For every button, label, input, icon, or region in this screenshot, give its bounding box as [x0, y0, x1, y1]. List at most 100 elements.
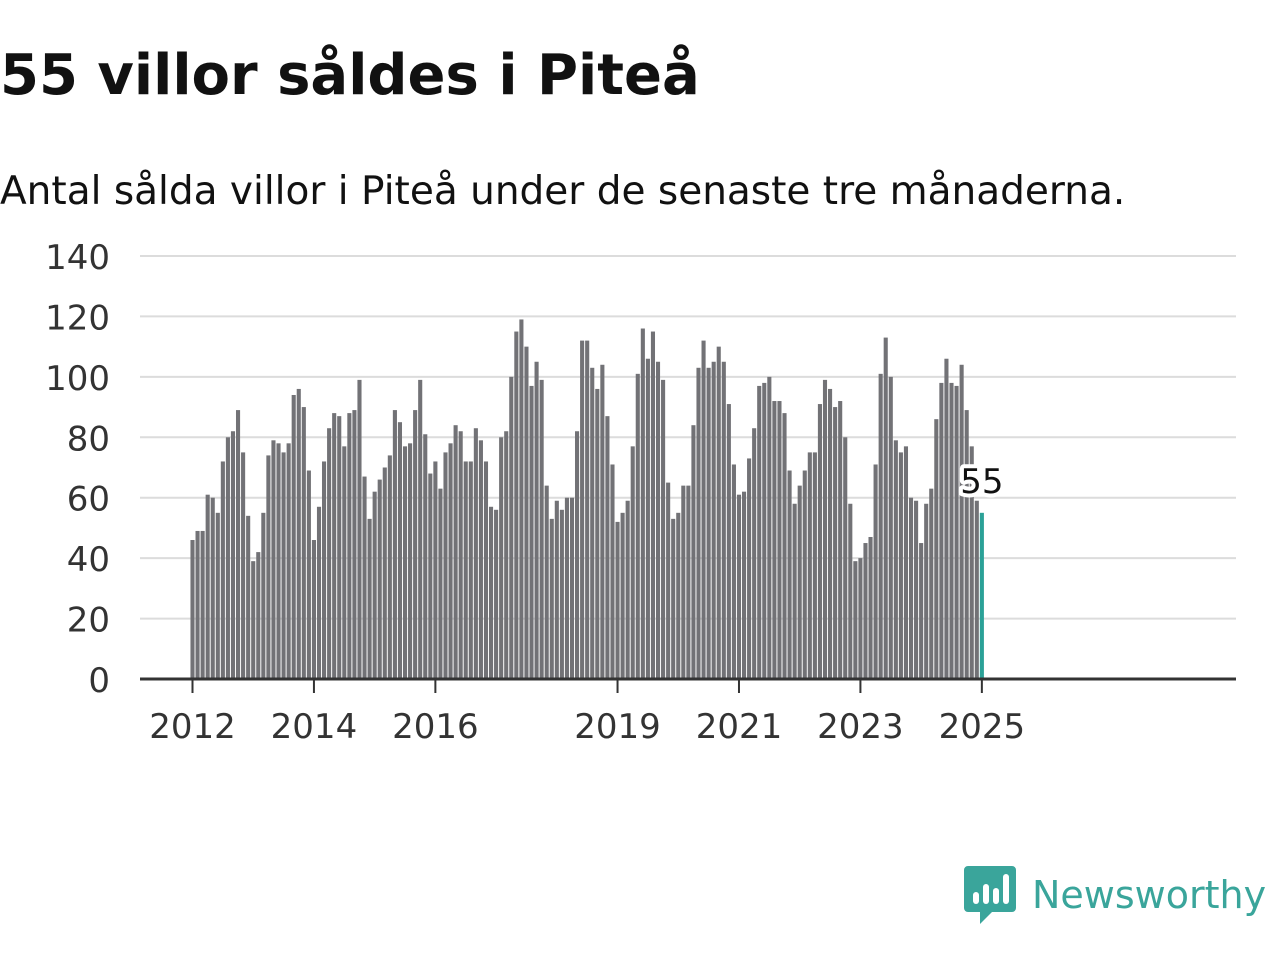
bar	[266, 455, 271, 679]
bar	[463, 461, 468, 679]
bar	[241, 452, 246, 679]
chart-subtitle: Antal sålda villor i Piteå under de sena…	[0, 169, 1126, 214]
x-tick-label: 2025	[939, 707, 1026, 747]
bar	[478, 440, 483, 679]
bar	[772, 401, 777, 679]
bar	[220, 461, 225, 679]
bar	[564, 497, 569, 679]
bar	[413, 410, 418, 679]
bar	[539, 379, 544, 679]
bar	[701, 340, 706, 679]
y-tick-label: 100	[45, 359, 110, 399]
bar	[873, 464, 878, 679]
bar	[210, 497, 215, 679]
bar	[246, 515, 251, 679]
bar	[286, 443, 291, 679]
y-tick-label: 20	[67, 601, 110, 641]
bar	[473, 428, 478, 679]
bar	[959, 364, 964, 679]
x-tick-label: 2023	[817, 707, 904, 747]
bar	[569, 497, 575, 679]
bar	[382, 467, 387, 679]
bar	[256, 552, 261, 679]
bar	[878, 373, 883, 679]
y-tick-label: 80	[67, 419, 110, 459]
highlight-value-label-halo: 55	[960, 462, 1003, 502]
bar	[468, 461, 473, 679]
bar	[585, 340, 590, 679]
bar	[453, 425, 458, 679]
bar	[235, 410, 241, 679]
bar	[306, 470, 311, 679]
bar	[974, 500, 979, 679]
bar	[666, 482, 671, 679]
bar	[716, 346, 721, 679]
bar	[767, 376, 772, 679]
bar	[610, 464, 615, 679]
bar	[347, 413, 352, 679]
bar	[281, 452, 286, 679]
bar	[595, 388, 600, 679]
bar	[504, 431, 509, 679]
brand-logo: Newsworthy	[964, 864, 1266, 926]
bar	[397, 422, 403, 679]
bar	[372, 491, 377, 679]
bar	[534, 361, 539, 679]
bar	[893, 440, 898, 679]
bar	[691, 425, 696, 679]
bar	[939, 382, 944, 679]
y-tick-label: 40	[67, 540, 110, 580]
bar	[752, 428, 757, 679]
bar	[929, 488, 934, 679]
bar	[261, 512, 266, 679]
bar	[681, 485, 686, 679]
bar	[726, 404, 731, 679]
bar	[919, 543, 924, 679]
bar	[438, 488, 443, 679]
bar	[605, 416, 610, 679]
bar	[205, 494, 210, 679]
bar	[797, 485, 802, 679]
bar	[509, 376, 514, 679]
bar	[706, 367, 711, 679]
bar	[747, 458, 752, 679]
bar	[291, 394, 296, 679]
bar	[883, 337, 888, 679]
bar	[655, 361, 661, 679]
bar	[387, 455, 392, 679]
bar	[807, 452, 812, 679]
bar	[408, 443, 413, 679]
bar	[731, 464, 736, 679]
bar	[914, 500, 919, 679]
bar	[311, 540, 316, 679]
y-tick-label: 140	[45, 238, 110, 278]
bar	[458, 431, 463, 679]
y-tick-label: 0	[88, 661, 110, 701]
bar	[661, 379, 666, 679]
bar	[352, 410, 357, 679]
bar	[817, 404, 822, 679]
x-tick-label: 2012	[149, 707, 236, 747]
bar	[488, 506, 494, 679]
bar	[848, 503, 853, 679]
bar	[215, 512, 220, 679]
bar	[736, 494, 742, 679]
bar	[549, 518, 554, 679]
bar	[337, 416, 342, 679]
bar	[494, 509, 499, 679]
bar	[544, 485, 549, 679]
bar	[954, 385, 959, 679]
bar	[640, 328, 645, 679]
bar	[676, 512, 681, 679]
bar	[575, 431, 580, 679]
bar	[519, 319, 524, 679]
bar	[792, 503, 797, 679]
bar	[635, 373, 640, 679]
bar	[645, 358, 650, 679]
bar	[944, 358, 949, 679]
bar	[443, 452, 448, 679]
bar	[225, 437, 230, 679]
bar-latest	[979, 512, 984, 679]
